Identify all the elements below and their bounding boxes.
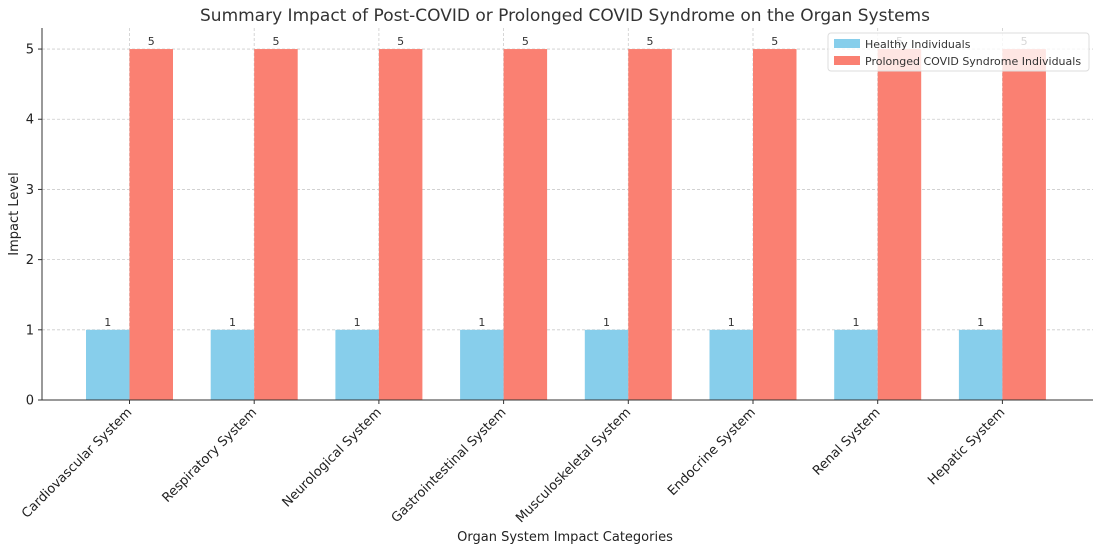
- data-label: 1: [229, 316, 236, 329]
- data-label: 1: [728, 316, 735, 329]
- data-label: 1: [354, 316, 361, 329]
- bar: [834, 329, 878, 400]
- bar: [958, 329, 1003, 400]
- bar: [628, 49, 672, 400]
- data-label: 5: [272, 35, 279, 48]
- axes: [41, 28, 1093, 401]
- data-label: 5: [647, 35, 654, 48]
- bar: [86, 329, 130, 400]
- data-label: 5: [397, 35, 404, 48]
- bar: [584, 329, 629, 400]
- data-label: 5: [522, 35, 529, 48]
- y-tick-label: 1: [26, 323, 34, 338]
- bar: [877, 49, 922, 400]
- legend-swatch: [834, 39, 860, 48]
- legend: Healthy Individuals Prolonged COVID Syndr…: [827, 32, 1090, 72]
- bar: [335, 329, 379, 400]
- bar: [129, 49, 173, 400]
- bar: [210, 329, 255, 400]
- bar: [1002, 49, 1046, 400]
- x-tick-label: Cardiovascular System: [19, 405, 135, 521]
- data-label: 1: [977, 316, 984, 329]
- bar: [709, 329, 753, 400]
- bars: [86, 49, 1046, 400]
- chart-title: Summary Impact of Post-COVID or Prolonge…: [200, 6, 930, 26]
- data-label: 1: [603, 316, 610, 329]
- data-label: 1: [104, 316, 111, 329]
- data-label: 1: [852, 316, 859, 329]
- grid-lines: [42, 28, 1093, 401]
- x-tick-label: Gastrointestinal System: [389, 405, 510, 526]
- x-axis-label: Organ System Impact Categories: [457, 530, 673, 545]
- bar: [254, 49, 298, 400]
- y-axis-label: Impact Level: [7, 172, 22, 255]
- data-label: 1: [478, 316, 485, 329]
- legend-label: Healthy Individuals: [865, 38, 971, 51]
- bar: [753, 49, 797, 400]
- x-axis-ticks: Cardiovascular System Respiratory System N…: [19, 400, 1008, 526]
- y-tick-label: 3: [26, 183, 34, 198]
- x-tick-label: Endocrine System: [665, 405, 759, 499]
- bar: [503, 49, 548, 400]
- y-tick-label: 0: [26, 394, 34, 409]
- y-tick-label: 2: [26, 253, 34, 268]
- y-axis-ticks: 0 1 2 3 4 5: [26, 43, 42, 409]
- bar: [378, 49, 423, 400]
- x-tick-label: Renal System: [810, 405, 883, 478]
- x-tick-label: Musculoskeletal System: [513, 405, 634, 526]
- y-tick-label: 5: [26, 43, 34, 58]
- bar: [460, 329, 504, 400]
- x-tick-label: Neurological System: [280, 405, 385, 510]
- legend-swatch: [834, 56, 860, 65]
- data-label: 5: [771, 35, 778, 48]
- legend-label: Prolonged COVID Syndrome Individuals: [865, 55, 1081, 68]
- data-label: 5: [148, 35, 155, 48]
- x-tick-label: Hepatic System: [925, 405, 1008, 488]
- x-tick-label: Respiratory System: [160, 405, 260, 505]
- legend-box: [827, 32, 1090, 72]
- y-tick-label: 4: [26, 113, 34, 128]
